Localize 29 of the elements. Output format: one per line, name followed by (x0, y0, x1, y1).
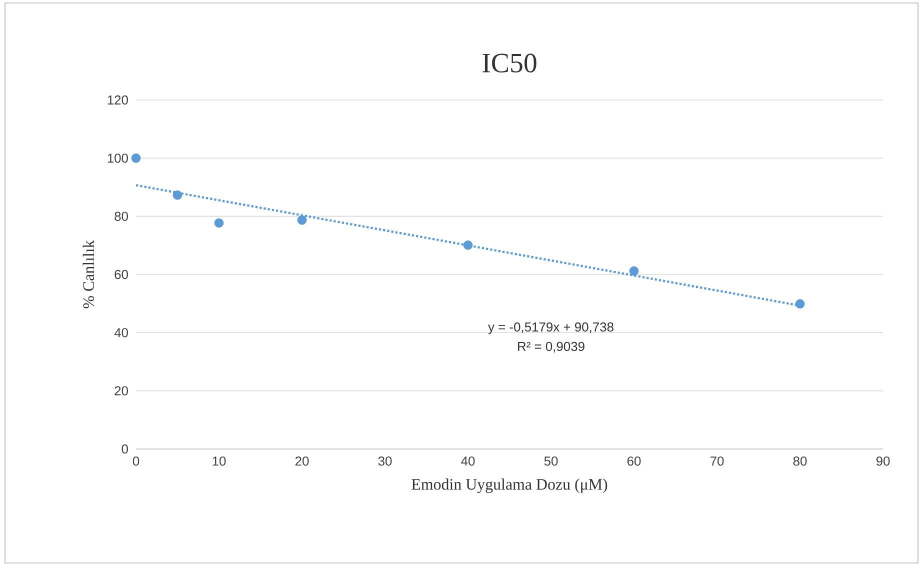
y-tick-label: 120 (108, 95, 128, 105)
point (214, 218, 224, 228)
x-tick-label: 30 (378, 456, 392, 466)
y-tick-label: 0 (122, 444, 128, 454)
point (463, 240, 473, 250)
y-tick-label: 60 (114, 270, 128, 280)
y-axis-title: % Canlılık (82, 240, 94, 308)
y-tick-label: 20 (114, 386, 128, 396)
point (629, 266, 639, 276)
x-tick-label: 60 (627, 456, 641, 466)
annotation: R² = 0,9039 (518, 342, 584, 353)
point (172, 190, 182, 200)
y-tick-label: 100 (108, 154, 128, 163)
x-axis-title: Emodin Uygulama Dozu (μM) (412, 478, 608, 494)
x-tick-label: 70 (710, 456, 724, 466)
x-tick-label: 10 (212, 456, 226, 466)
annotation: y = -0,5179x + 90,738 (488, 322, 614, 334)
chart-title: IC50 (482, 54, 536, 72)
point (297, 215, 307, 225)
y-tick-label: 80 (114, 212, 128, 221)
x-tick-label: 50 (544, 456, 558, 466)
x-tick-label: 40 (461, 456, 475, 466)
x-tick-label: 20 (295, 456, 309, 466)
point (131, 153, 141, 163)
y-tick-label: 40 (114, 328, 128, 338)
point (795, 299, 805, 309)
x-tick-label: 0 (132, 456, 140, 466)
x-tick-label: 80 (793, 456, 807, 466)
x-tick-label: 90 (876, 456, 890, 466)
